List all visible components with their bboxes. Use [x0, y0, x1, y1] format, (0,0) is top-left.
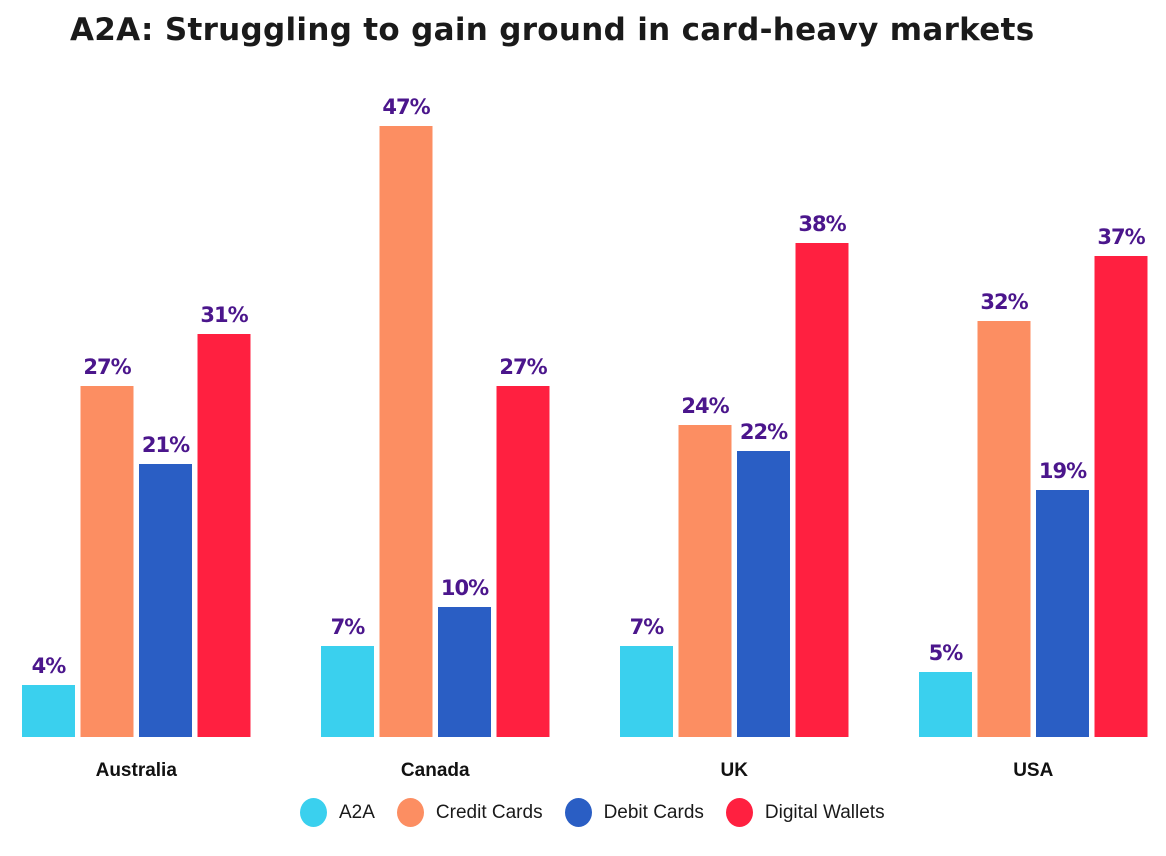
data-label-canada-digital-wallets: 27% [499, 355, 547, 379]
bar-canada-debit-cards [438, 607, 491, 737]
legend-swatch-a2a [300, 798, 327, 827]
category-label-uk: UK [721, 760, 749, 781]
legend-item-credit-cards: Credit Cards [396, 798, 543, 827]
bar-canada-a2a [321, 646, 374, 737]
data-label-australia-digital-wallets: 31% [200, 303, 248, 327]
data-label-uk-credit-cards: 24% [681, 394, 729, 418]
bar-uk-debit-cards [737, 451, 790, 737]
bar-canada-digital-wallets [496, 386, 550, 737]
data-label-canada-credit-cards: 47% [382, 95, 430, 119]
bar-canada-credit-cards [379, 126, 433, 737]
legend-item-debit-cards: Debit Cards [564, 798, 704, 827]
category-label-usa: USA [1013, 760, 1053, 781]
data-label-uk-debit-cards: 22% [740, 420, 788, 444]
legend-swatch-credit-cards [396, 798, 424, 827]
bar-usa-credit-cards [977, 321, 1031, 737]
data-label-canada-a2a: 7% [331, 615, 366, 639]
data-label-usa-a2a: 5% [929, 641, 964, 665]
legend-swatch-digital-wallets [725, 798, 753, 827]
legend-label: Debit Cards [603, 801, 704, 823]
legend: A2A Credit Cards Debit Cards Digital Wal… [300, 798, 907, 827]
data-label-australia-debit-cards: 21% [142, 433, 190, 457]
data-label-uk-digital-wallets: 38% [798, 212, 846, 236]
legend-item-digital-wallets: Digital Wallets [725, 798, 885, 827]
legend-item-a2a: A2A [300, 798, 375, 827]
data-label-australia-a2a: 4% [32, 654, 67, 678]
bar-australia-credit-cards [80, 386, 134, 737]
legend-label: A2A [339, 801, 375, 823]
bar-australia-digital-wallets [197, 334, 251, 737]
data-label-usa-credit-cards: 32% [980, 290, 1028, 314]
legend-swatch-debit-cards [564, 798, 592, 827]
data-label-usa-debit-cards: 19% [1039, 459, 1087, 483]
bar-usa-debit-cards [1036, 490, 1089, 737]
category-label-canada: Canada [401, 760, 470, 781]
legend-label: Digital Wallets [764, 801, 885, 823]
data-label-uk-a2a: 7% [630, 615, 665, 639]
bar-uk-credit-cards [678, 425, 732, 737]
bar-usa-a2a [919, 672, 972, 737]
bar-uk-digital-wallets [795, 243, 849, 737]
data-label-australia-credit-cards: 27% [83, 355, 131, 379]
bar-australia-a2a [22, 685, 75, 737]
chart-title: A2A: Struggling to gain ground in card-h… [70, 12, 1035, 48]
bar-usa-digital-wallets [1094, 256, 1148, 737]
legend-label: Credit Cards [435, 801, 543, 823]
data-label-usa-digital-wallets: 37% [1097, 225, 1145, 249]
category-label-australia: Australia [96, 760, 178, 781]
bar-uk-a2a [620, 646, 673, 737]
data-label-canada-debit-cards: 10% [441, 576, 489, 600]
bar-australia-debit-cards [139, 464, 192, 737]
